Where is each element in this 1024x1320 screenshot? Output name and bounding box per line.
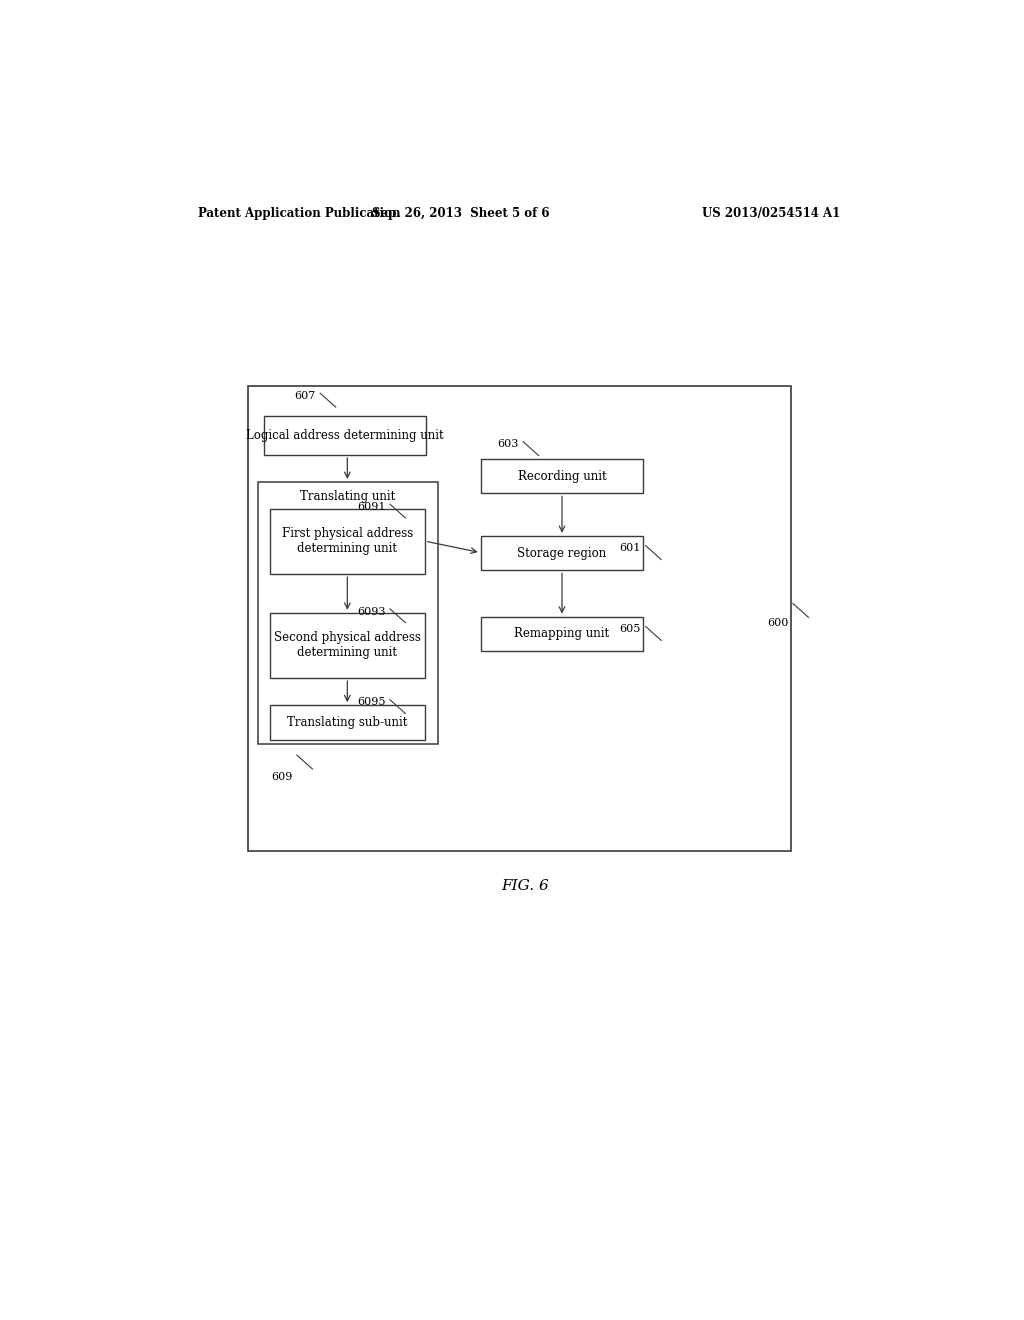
Text: Second physical address
determining unit: Second physical address determining unit xyxy=(273,631,421,660)
Text: 6091: 6091 xyxy=(356,502,385,512)
Text: Patent Application Publication: Patent Application Publication xyxy=(198,207,400,220)
Text: 6093: 6093 xyxy=(356,607,385,616)
Bar xyxy=(480,616,643,651)
Bar xyxy=(263,416,426,455)
Text: Recording unit: Recording unit xyxy=(518,470,606,483)
Bar xyxy=(270,612,425,678)
Text: Remapping unit: Remapping unit xyxy=(514,627,609,640)
Bar xyxy=(270,508,425,574)
Text: Logical address determining unit: Logical address determining unit xyxy=(246,429,443,442)
Bar xyxy=(258,482,438,743)
Text: 601: 601 xyxy=(620,544,641,553)
Text: 605: 605 xyxy=(620,624,641,634)
Text: 603: 603 xyxy=(498,440,518,449)
Bar xyxy=(248,385,791,851)
Bar xyxy=(270,705,425,739)
Bar xyxy=(480,536,643,570)
Text: 6095: 6095 xyxy=(356,697,385,708)
Text: 600: 600 xyxy=(767,618,788,628)
Text: Translating unit: Translating unit xyxy=(300,490,395,503)
Text: FIG. 6: FIG. 6 xyxy=(501,879,549,894)
Text: Storage region: Storage region xyxy=(517,546,606,560)
Text: 609: 609 xyxy=(271,772,293,781)
Text: First physical address
determining unit: First physical address determining unit xyxy=(282,528,413,556)
Bar xyxy=(480,459,643,494)
Text: 607: 607 xyxy=(294,391,315,401)
Text: US 2013/0254514 A1: US 2013/0254514 A1 xyxy=(701,207,840,220)
Text: Translating sub-unit: Translating sub-unit xyxy=(287,715,408,729)
Text: Sep. 26, 2013  Sheet 5 of 6: Sep. 26, 2013 Sheet 5 of 6 xyxy=(373,207,550,220)
